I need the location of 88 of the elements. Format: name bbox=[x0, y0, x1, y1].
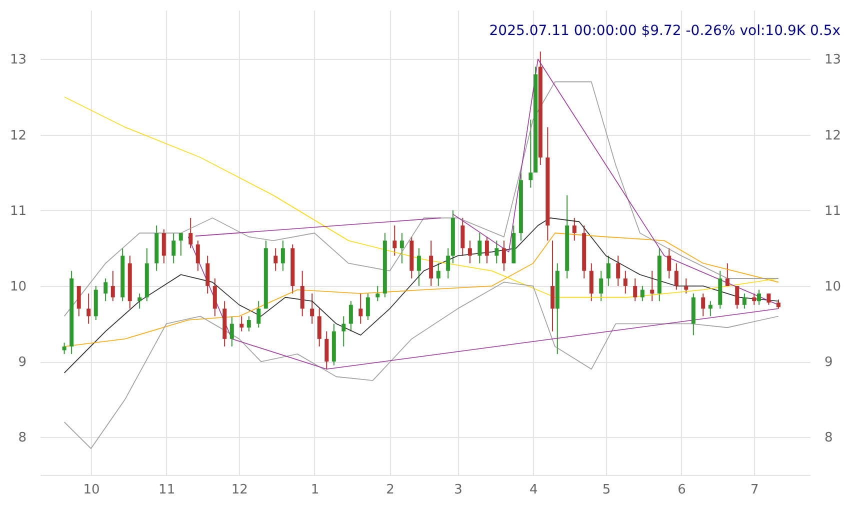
candlestick bbox=[86, 293, 91, 324]
candlestick bbox=[76, 285, 81, 317]
candlestick bbox=[162, 228, 166, 264]
candlestick bbox=[640, 285, 644, 302]
candlestick bbox=[348, 300, 353, 332]
candlestick bbox=[416, 248, 421, 286]
candlestick bbox=[256, 300, 261, 328]
candlestick bbox=[246, 316, 251, 332]
y2-tick-label: 13 bbox=[824, 52, 842, 68]
candlestick bbox=[725, 262, 730, 286]
candlestick bbox=[376, 285, 380, 302]
candlestick bbox=[274, 248, 278, 272]
candlestick bbox=[62, 342, 66, 355]
x-tick-label: 10 bbox=[83, 482, 100, 498]
y-tick-label: 9 bbox=[18, 355, 26, 370]
candlestick bbox=[240, 316, 244, 332]
candlestick bbox=[460, 217, 465, 256]
candlestick bbox=[528, 119, 533, 188]
candlestick bbox=[550, 240, 555, 332]
candlestick bbox=[494, 240, 499, 264]
candlestick bbox=[756, 289, 761, 306]
candlestick bbox=[708, 300, 712, 317]
candlestick bbox=[280, 240, 285, 272]
candlestick bbox=[206, 255, 210, 294]
y2-tick-label: 10 bbox=[824, 279, 842, 294]
x-tick-label: 5 bbox=[602, 482, 611, 498]
candlestick bbox=[674, 262, 678, 290]
y-tick-label: 12 bbox=[10, 128, 26, 144]
candlestick bbox=[230, 316, 234, 347]
candlestick bbox=[317, 308, 322, 347]
candlestick bbox=[400, 232, 404, 264]
y2-tick-label: 12 bbox=[824, 128, 842, 144]
candlestick bbox=[667, 248, 672, 279]
y-tick-label: 11 bbox=[10, 204, 26, 219]
candlestick bbox=[188, 217, 193, 249]
candlestick bbox=[776, 299, 780, 310]
candlestick bbox=[172, 232, 176, 264]
candlestick bbox=[478, 232, 482, 264]
candlestick bbox=[436, 262, 440, 286]
candlestick bbox=[342, 316, 346, 347]
line-series bbox=[64, 218, 779, 374]
candlestick bbox=[212, 278, 217, 317]
candlestick bbox=[358, 293, 363, 324]
x-tick-label: 4 bbox=[529, 482, 538, 498]
candlestick bbox=[446, 248, 450, 279]
candlestick bbox=[572, 217, 576, 242]
x-tick-label: 11 bbox=[158, 482, 176, 498]
x-tick-label: 7 bbox=[750, 482, 759, 498]
y2-tick-label: 9 bbox=[824, 355, 833, 370]
text: 2025.07.11 00:00:00 $9.72 -0.26% vol:10.9K 0.5x bbox=[489, 23, 841, 39]
y2-tick-label: 11 bbox=[824, 204, 842, 219]
candlestick bbox=[104, 278, 108, 302]
candlestick bbox=[392, 224, 397, 256]
x-tick-label: 6 bbox=[678, 482, 686, 498]
x-tick-label: 2 bbox=[386, 482, 394, 498]
candlestick bbox=[429, 240, 434, 286]
candlestick bbox=[606, 255, 610, 286]
candlestick bbox=[300, 270, 304, 317]
candlestick bbox=[766, 293, 771, 306]
x-tick-label: 1 bbox=[310, 482, 320, 498]
candlestick bbox=[701, 293, 706, 317]
candlestick bbox=[684, 278, 688, 294]
candlestick bbox=[138, 293, 142, 310]
candlestick bbox=[310, 293, 314, 324]
candlestick bbox=[752, 293, 756, 306]
candlestick bbox=[650, 270, 654, 302]
candlestick bbox=[633, 278, 638, 302]
candlestick bbox=[468, 240, 472, 264]
candlestick bbox=[742, 293, 746, 310]
candlestick bbox=[589, 262, 594, 302]
candlestick bbox=[110, 270, 115, 302]
candlestick bbox=[324, 330, 329, 370]
candlestick bbox=[623, 270, 628, 294]
y-tick-label: 10 bbox=[10, 279, 26, 294]
line-series bbox=[64, 282, 779, 449]
y-tick-label: 13 bbox=[10, 52, 26, 68]
x-tick-label: 3 bbox=[454, 482, 462, 498]
candlestick bbox=[196, 240, 200, 272]
y-tick-label: 8 bbox=[18, 430, 26, 446]
candlestick bbox=[735, 285, 740, 310]
candlestick bbox=[484, 236, 489, 264]
candlestick bbox=[599, 270, 604, 302]
x-tick-label: 12 bbox=[231, 482, 248, 498]
candlestick bbox=[366, 293, 370, 320]
y2-tick-label: 8 bbox=[824, 430, 833, 446]
candlestick bbox=[616, 255, 620, 286]
candlestick bbox=[502, 240, 506, 272]
candlestick bbox=[178, 232, 183, 256]
